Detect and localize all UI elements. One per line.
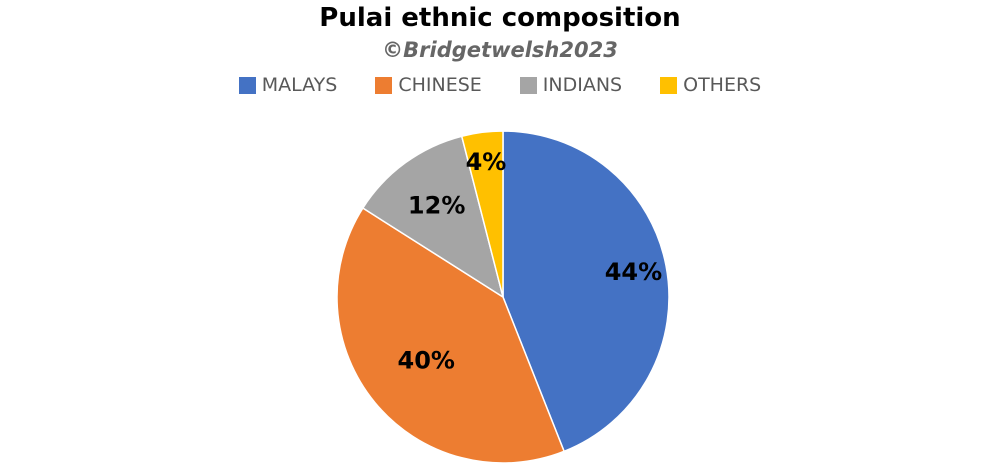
legend-label-indians: INDIANS xyxy=(542,74,623,96)
legend-swatch-indians xyxy=(519,76,537,94)
chart-legend: MALAYS CHINESE INDIANS OTHERS xyxy=(0,74,1000,96)
data-label-others: 4% xyxy=(466,148,507,176)
pie-slices xyxy=(336,130,670,464)
legend-item-others: OTHERS xyxy=(660,74,761,96)
data-label-chinese: 40% xyxy=(398,346,455,374)
data-label-indians: 12% xyxy=(408,192,465,220)
legend-label-others: OTHERS xyxy=(683,74,762,96)
legend-item-chinese: CHINESE xyxy=(375,74,482,96)
legend-swatch-chinese xyxy=(375,76,393,94)
legend-item-indians: INDIANS xyxy=(519,74,623,96)
legend-swatch-others xyxy=(660,76,678,94)
data-label-malays: 44% xyxy=(605,258,662,286)
pie-slice-chinese xyxy=(336,207,566,464)
legend-label-chinese: CHINESE xyxy=(398,74,482,96)
chart-subtitle: ©Bridgetwelsh2023 xyxy=(382,38,618,62)
pie-slice-malays xyxy=(502,130,670,453)
pie-data-labels: 44% 40% 12%4% xyxy=(398,148,663,375)
pie-slice-others xyxy=(460,130,504,298)
legend-item-malays: MALAYS xyxy=(238,74,338,96)
legend-swatch-malays xyxy=(238,76,256,94)
legend-label-malays: MALAYS xyxy=(261,74,338,96)
chart-title: Pulai ethnic composition xyxy=(319,3,681,33)
pie-slice-indians xyxy=(361,135,505,299)
